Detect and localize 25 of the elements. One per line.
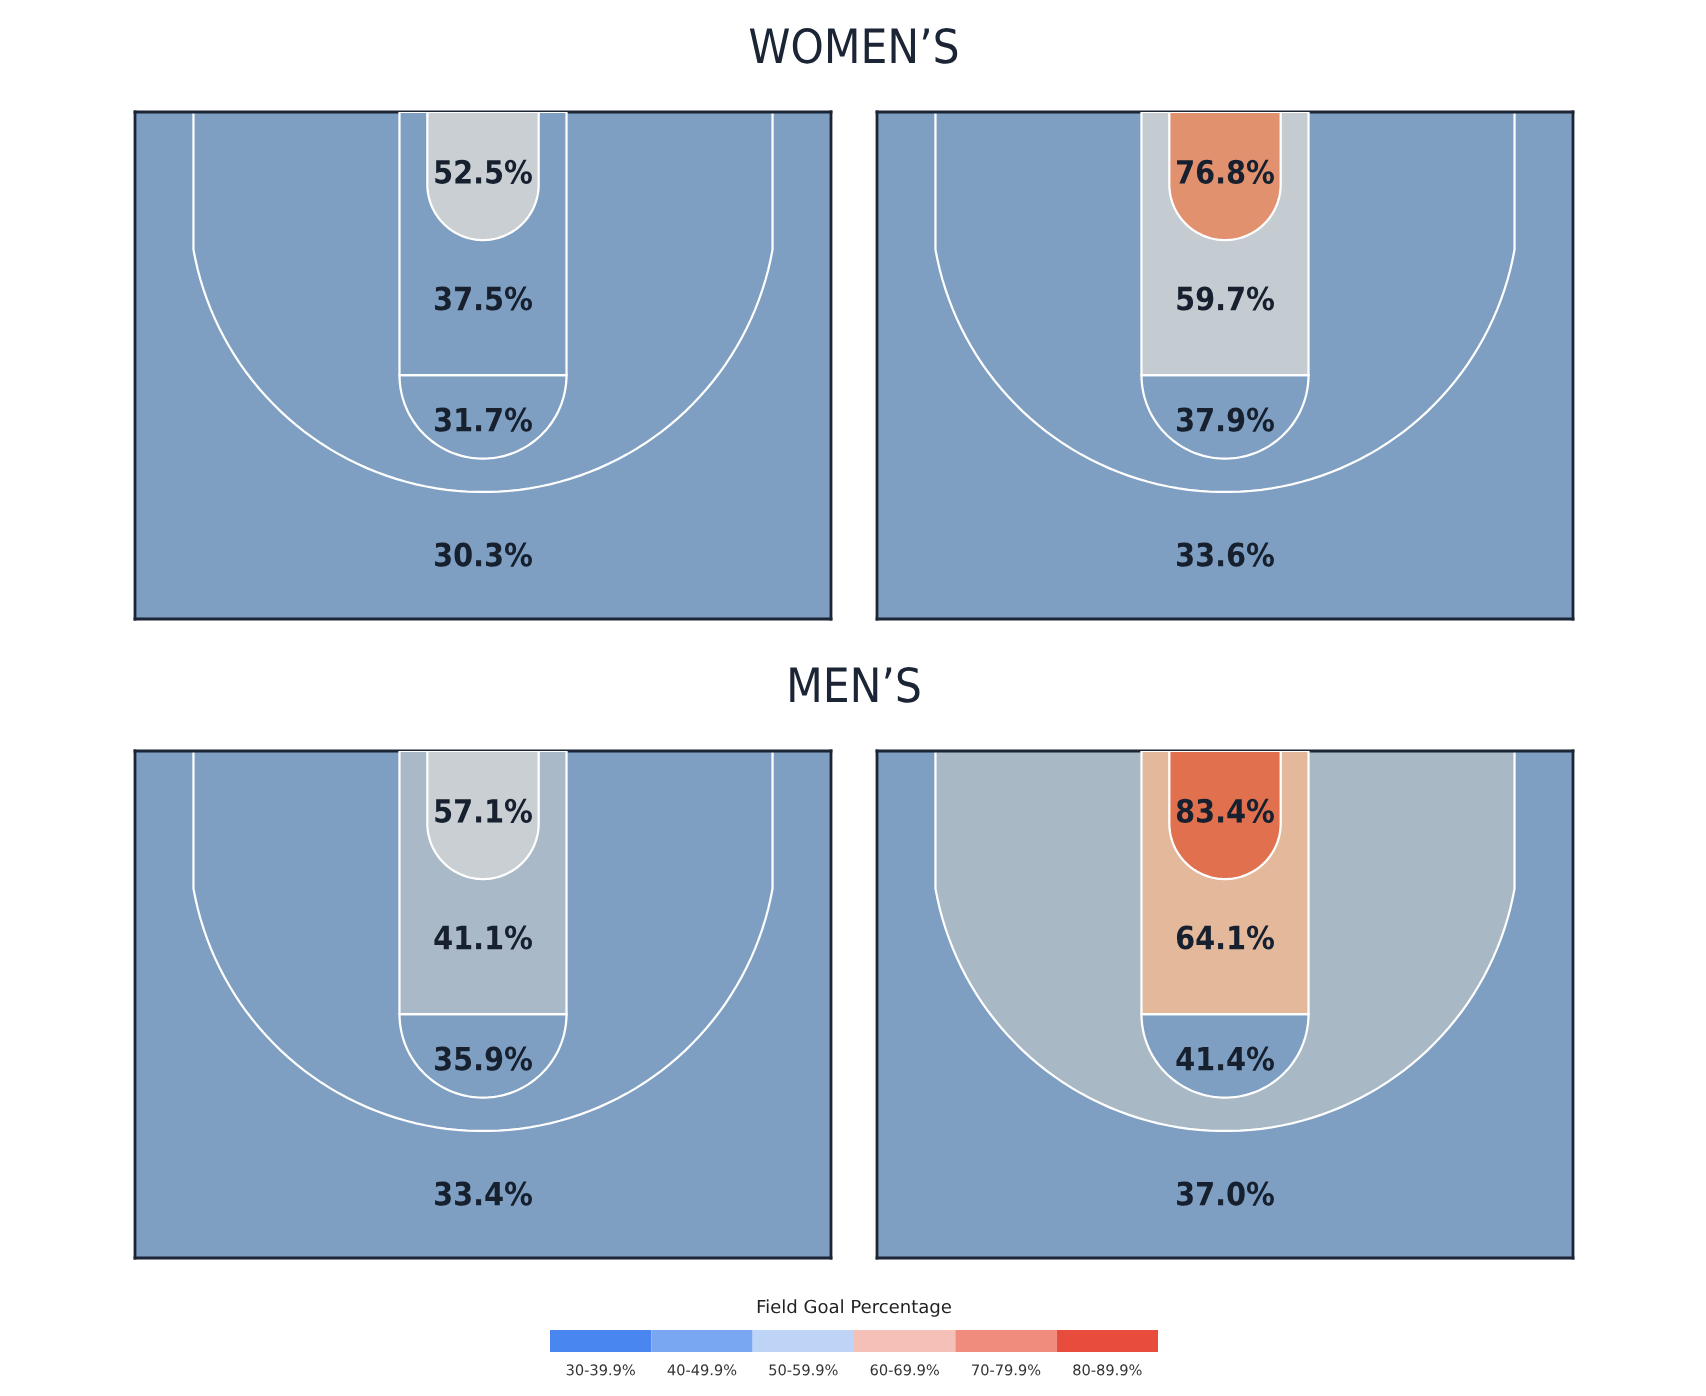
text: WOMEN’S bbox=[749, 27, 958, 64]
data-label: 83.4% bbox=[1176, 798, 1274, 823]
data-label: 33.6% bbox=[1177, 542, 1274, 567]
text: MEN’S bbox=[790, 666, 920, 703]
data-label: 52.5% bbox=[435, 159, 532, 184]
data-label: 35.9% bbox=[435, 1046, 532, 1071]
category-label: 30-39.9% bbox=[566, 1364, 635, 1376]
category-label: 50-59.9% bbox=[769, 1364, 838, 1376]
data-label: 41.1% bbox=[434, 925, 532, 950]
data-label: 64.1% bbox=[1176, 925, 1274, 950]
data-label: 59.7% bbox=[1177, 286, 1274, 311]
data-label: 37.0% bbox=[1177, 1181, 1274, 1206]
data-label: 30.3% bbox=[435, 542, 532, 567]
data-label: 41.4% bbox=[1176, 1046, 1274, 1071]
data-label: 33.4% bbox=[435, 1181, 532, 1206]
category-label: 70-79.9% bbox=[972, 1364, 1041, 1376]
data-label: 37.9% bbox=[1177, 407, 1274, 432]
data-label: 76.8% bbox=[1177, 159, 1274, 184]
category-label: 60-69.9% bbox=[870, 1364, 939, 1376]
text: Field Goal Percentage bbox=[757, 1299, 951, 1317]
data-label: 57.1% bbox=[435, 798, 532, 823]
category-label: 40-49.9% bbox=[667, 1364, 737, 1376]
category-label: 80-89.9% bbox=[1073, 1364, 1142, 1376]
data-label: 31.7% bbox=[435, 407, 532, 432]
data-label: 37.5% bbox=[435, 286, 532, 311]
